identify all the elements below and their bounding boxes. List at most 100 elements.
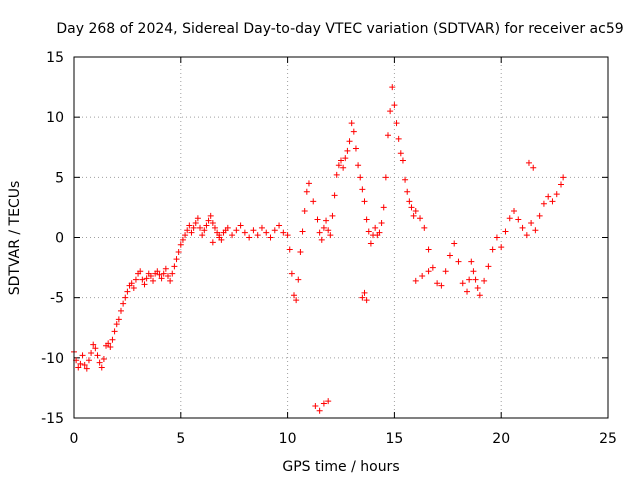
data-point xyxy=(412,208,419,215)
data-point xyxy=(117,307,124,314)
data-point xyxy=(109,336,116,343)
data-point xyxy=(186,222,193,229)
data-point xyxy=(160,270,167,277)
data-point xyxy=(209,220,216,227)
data-point xyxy=(184,227,191,234)
data-point xyxy=(90,341,97,348)
data-point xyxy=(111,328,118,335)
data-point xyxy=(229,232,236,239)
data-point xyxy=(560,174,567,181)
data-point xyxy=(113,321,120,328)
data-point xyxy=(523,232,530,239)
y-tick-label: 15 xyxy=(46,50,64,66)
data-point xyxy=(203,222,210,229)
data-point xyxy=(77,360,84,367)
data-point xyxy=(295,276,302,283)
data-point xyxy=(143,275,150,282)
y-tick-label: 5 xyxy=(55,170,64,186)
data-point xyxy=(540,200,547,207)
data-point xyxy=(83,365,90,372)
data-point xyxy=(464,288,471,295)
data-point xyxy=(169,270,176,277)
data-point xyxy=(519,224,526,231)
data-point xyxy=(348,120,355,127)
data-point xyxy=(305,180,312,187)
data-point xyxy=(182,232,189,239)
data-point xyxy=(549,198,556,205)
data-point xyxy=(363,297,370,304)
data-point xyxy=(355,162,362,169)
data-point xyxy=(128,280,135,287)
data-point xyxy=(466,276,473,283)
data-point xyxy=(173,256,180,263)
data-point xyxy=(350,128,357,135)
data-point xyxy=(297,248,304,255)
data-point xyxy=(310,198,317,205)
plot-frame xyxy=(73,56,609,419)
data-point xyxy=(346,138,353,145)
data-point xyxy=(105,340,112,347)
data-point xyxy=(429,264,436,271)
data-point xyxy=(476,292,483,299)
data-point xyxy=(175,248,182,255)
data-point xyxy=(406,198,413,205)
y-axis-label: SDTVAR / TECUs xyxy=(7,181,23,296)
data-point xyxy=(96,359,103,366)
y-tick-label: -15 xyxy=(41,411,64,427)
data-point xyxy=(530,164,537,171)
data-point xyxy=(156,271,163,278)
data-point xyxy=(468,258,475,265)
data-point xyxy=(137,268,144,275)
data-point xyxy=(303,188,310,195)
data-point xyxy=(412,277,419,284)
data-point xyxy=(459,280,466,287)
data-point xyxy=(528,220,535,227)
x-tick-label: 0 xyxy=(70,431,79,447)
y-tick-label: 0 xyxy=(55,231,64,247)
data-point xyxy=(316,407,323,414)
data-point xyxy=(314,216,321,223)
data-point xyxy=(419,273,426,280)
data-point xyxy=(329,212,336,219)
data-point xyxy=(470,268,477,275)
data-point xyxy=(177,241,184,248)
data-point xyxy=(197,224,204,231)
data-point xyxy=(192,220,199,227)
data-point xyxy=(489,246,496,253)
data-point xyxy=(85,357,92,364)
data-series xyxy=(71,84,567,414)
data-point xyxy=(365,228,372,235)
data-point xyxy=(387,108,394,115)
data-point xyxy=(254,232,261,239)
data-point xyxy=(241,229,248,236)
data-point xyxy=(171,263,178,270)
data-point xyxy=(271,227,278,234)
data-point xyxy=(421,224,428,231)
data-point xyxy=(335,162,342,169)
data-point xyxy=(485,263,492,270)
data-point xyxy=(474,285,481,292)
data-point xyxy=(199,232,206,239)
data-point xyxy=(299,228,306,235)
data-point xyxy=(205,217,212,224)
data-point xyxy=(291,292,298,299)
data-point xyxy=(250,227,257,234)
data-point xyxy=(361,289,368,296)
data-point xyxy=(280,229,287,236)
data-point xyxy=(410,212,417,219)
data-point xyxy=(207,212,214,219)
data-point xyxy=(402,176,409,183)
data-point xyxy=(361,198,368,205)
data-point xyxy=(167,277,174,284)
x-tick-label: 10 xyxy=(279,431,297,447)
data-point xyxy=(417,215,424,222)
data-point xyxy=(525,159,532,166)
data-point xyxy=(147,273,154,280)
data-point xyxy=(425,246,432,253)
chart-title: Day 268 of 2024, Sidereal Day-to-day VTE… xyxy=(56,21,623,37)
data-point xyxy=(94,352,101,359)
data-point xyxy=(237,222,244,229)
data-point xyxy=(162,265,169,272)
x-tick-label: 20 xyxy=(492,431,510,447)
